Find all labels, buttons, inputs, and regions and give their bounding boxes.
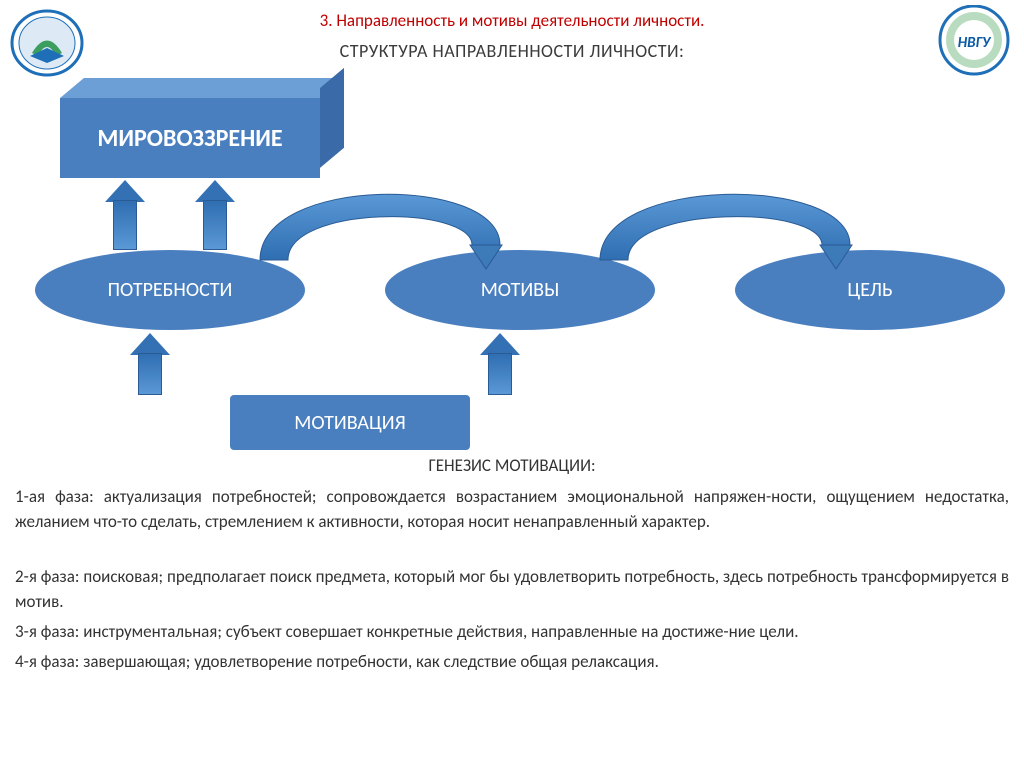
phase-1-text: 1-ая фаза: актуализация потребностей; со…	[15, 485, 1009, 534]
ellipse-goal-label: ЦЕЛЬ	[847, 278, 892, 302]
arrow-up-3	[480, 333, 520, 395]
phase-4-text: 4-я фаза: завершающая; удовлетворение по…	[15, 650, 1009, 675]
ellipse-needs: ПОТРЕБНОСТИ	[35, 250, 305, 330]
ellipse-motives-label: МОТИВЫ	[481, 278, 560, 302]
page-subtitle: СТРУКТУРА НАПРАВЛЕННОСТИ ЛИЧНОСТИ:	[0, 40, 1024, 62]
phase-3-text: 3-я фаза: инструментальная; субъект сове…	[15, 620, 1009, 645]
genesis-title: ГЕНЕЗИС МОТИВАЦИИ:	[0, 455, 1024, 476]
ellipse-goal: ЦЕЛЬ	[735, 250, 1005, 330]
box3d-top-face	[60, 78, 344, 98]
page-section-title: 3. Направленность и мотивы деятельности …	[0, 10, 1024, 31]
phase-2-text: 2-я фаза: поисковая; предполагает поиск …	[15, 565, 1009, 614]
ellipse-motives: МОТИВЫ	[385, 250, 655, 330]
motivation-box: МОТИВАЦИЯ	[230, 395, 470, 450]
arrow-up-2	[130, 333, 170, 395]
arrow-up-1	[195, 180, 235, 250]
worldview-box: МИРОВОЗЗРЕНИЕ	[60, 83, 350, 173]
box3d-front-face: МИРОВОЗЗРЕНИЕ	[60, 98, 320, 178]
structure-diagram: МИРОВОЗЗРЕНИЕ ПОТРЕБНОСТИ МОТИВЫ ЦЕЛЬ МО…	[0, 75, 1024, 435]
arrow-up-0	[105, 180, 145, 250]
ellipse-needs-label: ПОТРЕБНОСТИ	[108, 278, 233, 302]
motivation-box-label: МОТИВАЦИЯ	[294, 411, 405, 435]
